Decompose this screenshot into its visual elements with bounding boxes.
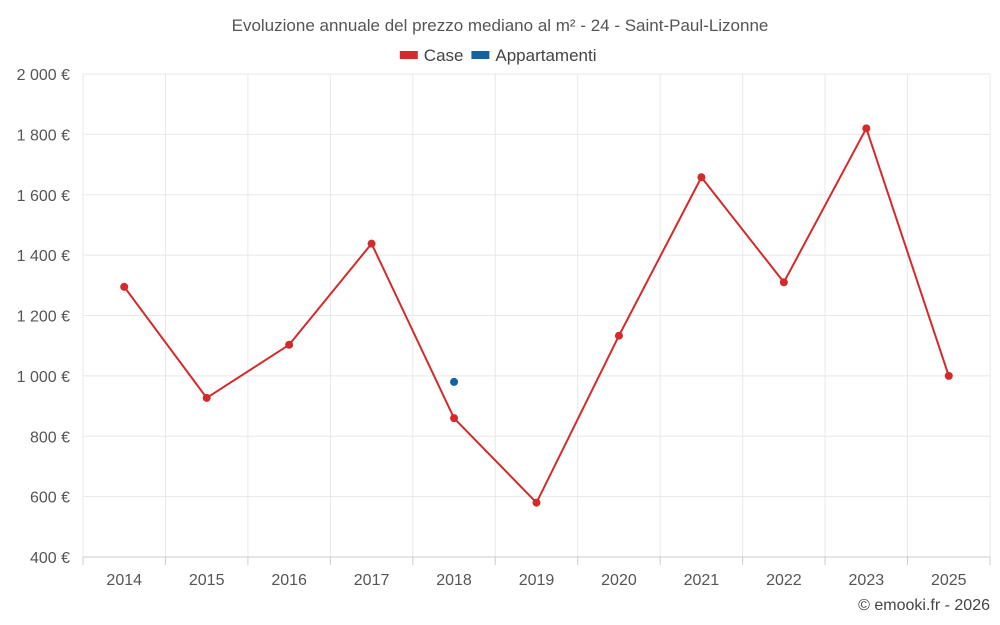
x-tick-label: 2023 <box>849 572 885 589</box>
y-tick-label: 2 000 € <box>17 67 70 84</box>
y-tick-label: 600 € <box>30 490 70 507</box>
grid-lines <box>82 73 991 558</box>
data-point[interactable] <box>779 278 788 287</box>
x-tick-label: 2015 <box>189 572 225 589</box>
y-tick-label: 1 000 € <box>17 369 70 386</box>
x-tick-label: 2019 <box>519 572 555 589</box>
legend-swatch[interactable] <box>471 51 490 59</box>
data-point[interactable] <box>120 282 129 291</box>
data-point[interactable] <box>285 340 294 349</box>
x-tick-label: 2014 <box>106 572 142 589</box>
y-tick-label: 1 800 € <box>17 127 70 144</box>
data-point[interactable] <box>532 498 541 507</box>
data-point[interactable] <box>450 414 459 423</box>
legend: Case Appartamenti <box>399 46 597 65</box>
y-axis: 400 € 600 € 800 € 1 000 € 1 200 € 1 400 € 1 60… <box>17 67 70 567</box>
x-tick-label: 2016 <box>271 572 307 589</box>
x-tick-label: 2025 <box>931 572 967 589</box>
x-tick-label: 2017 <box>354 572 390 589</box>
x-tick-label: 2020 <box>601 572 637 589</box>
data-point[interactable] <box>202 393 211 402</box>
x-tick-label: 2021 <box>684 572 720 589</box>
legend-label[interactable]: Case <box>424 46 464 65</box>
data-point[interactable] <box>697 173 706 182</box>
y-tick-label: 400 € <box>30 550 70 567</box>
x-axis: 2014 2015 2016 2017 2018 2019 2020 2021 2022 2023… <box>82 556 991 589</box>
legend-label[interactable]: Appartamenti <box>495 46 596 65</box>
series-layer <box>120 124 953 507</box>
legend-swatch[interactable] <box>399 51 418 59</box>
y-tick-label: 1 400 € <box>17 248 70 265</box>
data-point[interactable] <box>614 331 623 340</box>
data-point[interactable] <box>450 377 459 386</box>
data-point[interactable] <box>367 239 376 248</box>
x-tick-label: 2018 <box>436 572 472 589</box>
x-tick-label: 2022 <box>766 572 802 589</box>
data-point[interactable] <box>862 124 871 133</box>
y-tick-label: 1 200 € <box>17 309 70 326</box>
data-point[interactable] <box>944 371 953 380</box>
credit-text: © emooki.fr - 2026 <box>858 597 990 614</box>
y-tick-label: 800 € <box>30 429 70 446</box>
chart-title: Evoluzione annuale del prezzo mediano al… <box>232 16 769 35</box>
y-tick-label: 1 600 € <box>17 188 70 205</box>
